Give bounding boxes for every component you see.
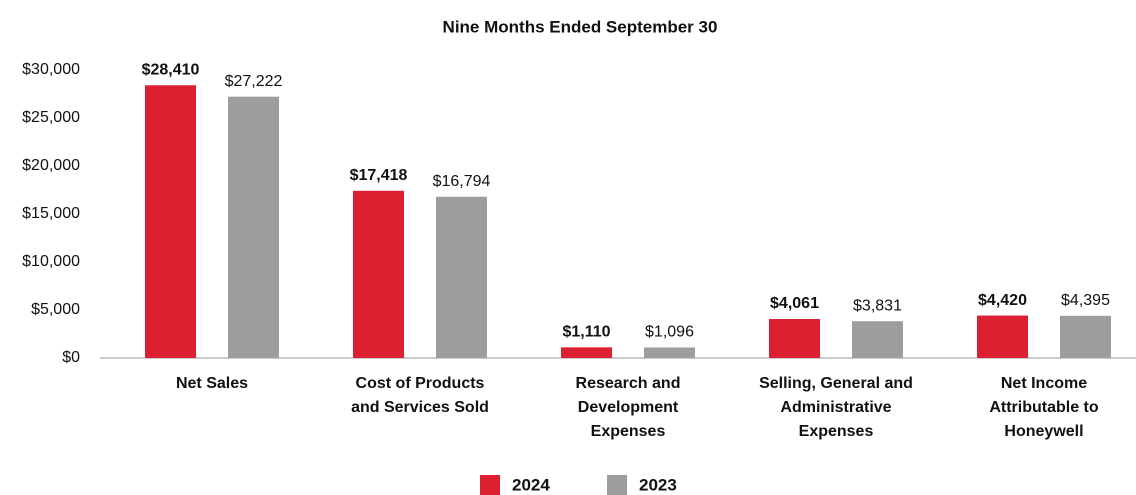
x-tick-label: Expenses <box>799 423 874 440</box>
legend-label: 2023 <box>639 475 677 494</box>
bar <box>561 347 612 358</box>
y-tick-label: $25,000 <box>22 109 80 126</box>
data-label: $4,061 <box>770 295 819 312</box>
bar <box>644 347 695 358</box>
x-tick-label: Administrative <box>780 399 891 416</box>
x-tick-label: Honeywell <box>1004 423 1083 440</box>
data-label: $28,410 <box>142 61 200 78</box>
x-tick-label: Attributable to <box>989 399 1099 416</box>
bar <box>769 319 820 358</box>
bar <box>353 190 404 358</box>
bar <box>436 196 487 358</box>
legend-label: 2024 <box>512 475 550 494</box>
bar <box>977 315 1028 358</box>
x-tick-label: Cost of Products <box>356 375 485 392</box>
y-tick-label: $5,000 <box>31 301 80 318</box>
x-tick-label: Development <box>578 399 679 416</box>
data-label: $4,395 <box>1061 292 1110 309</box>
data-label: $16,794 <box>433 173 491 190</box>
x-tick-label: Research and <box>576 375 681 392</box>
bar <box>145 85 196 358</box>
legend-swatch <box>607 475 627 495</box>
y-tick-label: $10,000 <box>22 253 80 270</box>
y-tick-label: $0 <box>62 349 80 366</box>
x-tick-label: and Services Sold <box>351 399 489 416</box>
bar <box>228 96 279 359</box>
y-tick-label: $30,000 <box>22 61 80 78</box>
data-label: $1,096 <box>645 324 694 341</box>
data-label: $17,418 <box>350 167 408 184</box>
x-tick-label: Net Income <box>1001 375 1087 392</box>
data-label: $27,222 <box>225 73 283 90</box>
legend-swatch <box>480 475 500 495</box>
x-tick-label: Expenses <box>591 423 666 440</box>
x-tick-label: Selling, General and <box>759 375 913 392</box>
bar <box>852 321 903 358</box>
bar <box>1060 315 1111 358</box>
data-label: $4,420 <box>978 292 1027 309</box>
x-tick-label: Net Sales <box>176 375 248 392</box>
data-label: $1,110 <box>562 324 610 341</box>
y-tick-label: $20,000 <box>22 157 80 174</box>
chart-title: Nine Months Ended September 30 <box>443 17 718 36</box>
y-tick-label: $15,000 <box>22 205 80 222</box>
data-label: $3,831 <box>853 297 902 314</box>
